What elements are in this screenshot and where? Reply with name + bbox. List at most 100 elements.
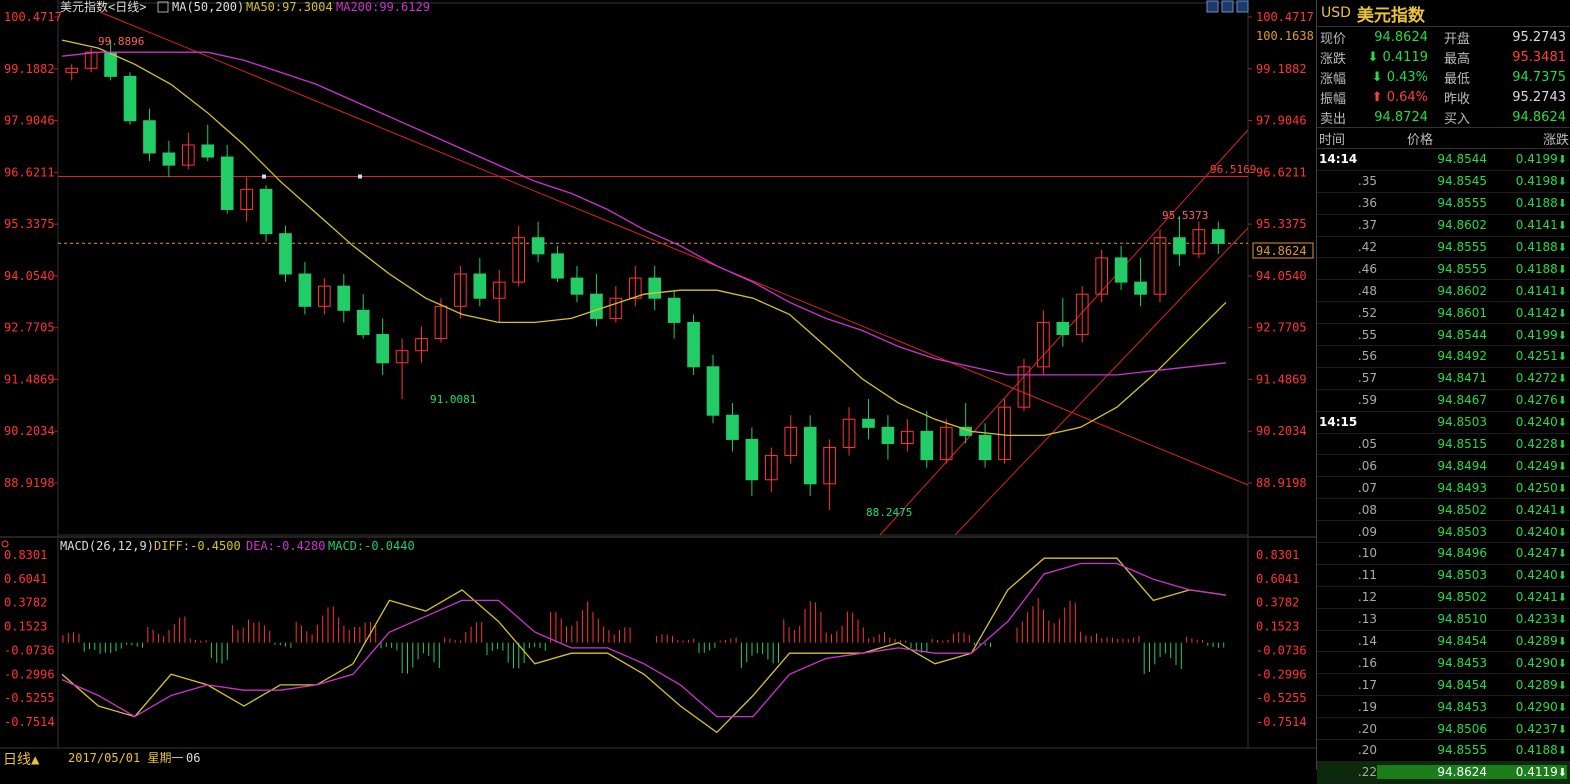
chart-background — [0, 0, 1316, 770]
candle-body — [920, 430, 934, 461]
tick-row[interactable]: .20 94.8506 0.4237⬇ — [1317, 718, 1570, 741]
tick-row[interactable]: .07 94.8493 0.4250⬇ — [1317, 477, 1570, 500]
y-tick-label-right: 95.3375 — [1256, 217, 1307, 231]
down-arrow-icon: ⬇ — [1557, 219, 1567, 233]
tick-price: 94.8555 — [1437, 261, 1487, 276]
tick-change-value: 0.4188 — [1515, 743, 1558, 758]
macd-axis: 0.8301 0.8301 0.6041 0.6041 0.3782 0.3782 0.15… — [4, 548, 1307, 729]
tick-header-time: 时间 — [1319, 132, 1346, 148]
tick-row[interactable]: .05 94.8515 0.4228⬇ — [1317, 434, 1570, 456]
tick-price: 94.8492 — [1437, 349, 1487, 364]
candle-body — [551, 253, 564, 279]
tick-price: 94.8555 — [1437, 240, 1487, 254]
quote-label: 卖出 — [1320, 111, 1347, 127]
downtrend-line — [99, 11, 1249, 486]
tick-row[interactable]: .52 94.8601 0.4142⬇ — [1317, 302, 1570, 325]
candle-body — [259, 188, 273, 235]
macd-tick-label-right: -0.5255 — [1256, 691, 1307, 705]
y-tick-label-left: 100.4717 — [4, 10, 62, 24]
candle-body — [162, 152, 176, 166]
tick-change-value: 0.4188 — [1515, 261, 1558, 276]
down-arrow-icon: ⬇ — [1557, 635, 1567, 649]
y-tick-label-right: 99.1882 — [1256, 62, 1307, 76]
candle-body — [512, 237, 526, 283]
tick-price: 94.8502 — [1437, 502, 1487, 517]
period-selector[interactable]: 日线▲ — [3, 752, 40, 768]
tick-row[interactable]: .10 94.8496 0.4247⬇ — [1317, 543, 1570, 565]
tick-row[interactable]: .48 94.8602 0.4141⬇ — [1317, 280, 1570, 303]
tick-row[interactable]: .19 94.8453 0.4290⬇ — [1317, 696, 1570, 719]
tick-change-value: 0.4240 — [1515, 415, 1558, 430]
tick-row[interactable]: .20 94.8555 0.4188⬇ — [1317, 740, 1570, 762]
macd-dea: DEA:-0.4280 — [246, 539, 325, 553]
tick-row[interactable]: .12 94.8502 0.4241⬇ — [1317, 587, 1570, 609]
tick-row[interactable]: .56 94.8492 0.4251⬇ — [1317, 346, 1570, 368]
tick-row[interactable]: 14:14 94.8544 0.4199⬇ — [1317, 149, 1570, 171]
tick-row[interactable]: .06 94.8494 0.4249⬇ — [1317, 455, 1570, 478]
quote-label: 最高 — [1444, 51, 1471, 67]
lower-channel-line — [954, 227, 1249, 536]
tick-change-value: 0.4251 — [1515, 349, 1558, 364]
tick-table-header: 时间 价格 涨跌 — [1317, 127, 1570, 149]
candle-body — [784, 426, 798, 457]
tick-row[interactable]: .08 94.8502 0.4241⬇ — [1317, 499, 1570, 522]
tick-row[interactable]: .09 94.8503 0.4240⬇ — [1317, 521, 1570, 544]
quote-value: ⬇ 0.4119 — [1367, 49, 1428, 65]
tick-change-value: 0.4188 — [1515, 240, 1558, 254]
tick-row[interactable]: .16 94.8453 0.4290⬇ — [1317, 652, 1570, 675]
tick-time: .07 — [1357, 480, 1377, 495]
tick-price: 94.8494 — [1437, 458, 1487, 473]
zoom-in-icon[interactable] — [1206, 0, 1219, 13]
toolbar-icons[interactable] — [1206, 0, 1249, 13]
tick-row[interactable]: .59 94.8467 0.4276⬇ — [1317, 390, 1570, 412]
tick-row[interactable]: .17 94.8454 0.4289⬇ — [1317, 674, 1570, 697]
tick-change-value: 0.4241 — [1515, 590, 1558, 605]
tick-row[interactable]: .35 94.8545 0.4198⬇ — [1317, 171, 1570, 193]
tick-row[interactable]: .22 94.8624 0.4119⬇ — [1317, 761, 1570, 784]
tick-row[interactable]: .57 94.8471 0.4272⬇ — [1317, 368, 1570, 390]
tick-row[interactable]: .14 94.8454 0.4289⬇ — [1317, 631, 1570, 653]
tick-change: 0.4188⬇ — [1487, 262, 1567, 276]
current-price-label: 94.8624 — [1256, 244, 1307, 258]
tick-table[interactable]: 14:14 94.8544 0.4199⬇ .35 94.8545 0.4198⬇ .36 9… — [1317, 149, 1570, 784]
macd-tick-label-left: -0.2996 — [4, 667, 55, 681]
down-arrow-icon: ⬇ — [1557, 153, 1567, 167]
candle-body — [1192, 229, 1206, 255]
tick-row[interactable]: 14:15 94.8503 0.4240⬇ — [1317, 412, 1570, 434]
tick-row[interactable]: .13 94.8510 0.4233⬇ — [1317, 609, 1570, 631]
chart-canvas[interactable]: 100.4717 100.4717 99.1882 99.1882 97.9046 97.… — [0, 0, 1316, 770]
quote-value: ⬇ 0.43% — [1371, 69, 1428, 85]
chart-title: 美元指数<日线> — [60, 0, 146, 14]
tick-row[interactable]: .11 94.8503 0.4240⬇ — [1317, 565, 1570, 587]
down-arrow-icon: ⬇ — [1557, 656, 1567, 670]
zoom-out-icon[interactable] — [1221, 0, 1234, 13]
tick-row[interactable]: .36 94.8555 0.4188⬇ — [1317, 193, 1570, 215]
candle-body — [531, 237, 545, 255]
tick-price: 94.8493 — [1437, 480, 1487, 495]
tick-row[interactable]: .55 94.8544 0.4199⬇ — [1317, 324, 1570, 347]
y-tick-label-right: 90.2034 — [1256, 424, 1307, 438]
tick-row[interactable]: .46 94.8555 0.4188⬇ — [1317, 258, 1570, 281]
tick-price: 94.8453 — [1437, 655, 1487, 670]
tick-price: 94.8545 — [1437, 174, 1487, 189]
candle-body — [415, 338, 428, 352]
macd-tick-label-left: -0.5255 — [4, 691, 55, 705]
macd-tick-label-left: 0.3782 — [4, 596, 47, 610]
tick-change: 0.4142⬇ — [1487, 306, 1567, 320]
quote-label: 买入 — [1444, 111, 1471, 127]
y-tick-label-right: 94.0540 — [1256, 269, 1307, 283]
indicator-icon[interactable] — [157, 1, 169, 13]
tick-change: 0.4289⬇ — [1487, 678, 1567, 692]
tick-change-value: 0.4199 — [1515, 327, 1558, 342]
tick-change: 0.4199⬇ — [1487, 152, 1567, 166]
macd-name: MACD(26,12,9) — [60, 539, 154, 553]
tick-row[interactable]: .42 94.8555 0.4188⬇ — [1317, 237, 1570, 259]
tick-time: .20 — [1357, 743, 1377, 758]
tick-change: 0.4198⬇ — [1487, 174, 1567, 188]
layout-icon[interactable] — [1236, 0, 1249, 13]
tick-row[interactable]: .37 94.8602 0.4141⬇ — [1317, 215, 1570, 237]
quote-value: 95.3481 — [1512, 49, 1566, 65]
tick-header-price: 价格 — [1406, 132, 1433, 148]
tick-change-value: 0.4240 — [1515, 524, 1558, 539]
candle-body — [84, 51, 98, 69]
